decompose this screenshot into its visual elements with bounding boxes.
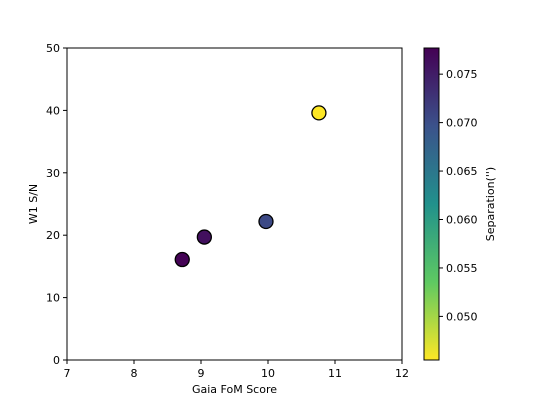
colorbar-tick-label: 0.075 — [446, 68, 478, 81]
colorbar-tick-label: 0.060 — [446, 214, 478, 227]
colorbar-tick-label: 0.065 — [446, 165, 478, 178]
x-tick-label: 12 — [395, 367, 409, 380]
x-axis-ticks: 7 8 9 10 11 12 — [64, 360, 410, 380]
y-tick-label: 20 — [46, 229, 60, 242]
x-tick-label: 10 — [261, 367, 275, 380]
y-tick-label: 40 — [46, 104, 60, 117]
y-tick-label: 50 — [46, 42, 60, 55]
data-point — [175, 253, 189, 267]
data-point — [197, 230, 211, 244]
y-tick-label: 30 — [46, 167, 60, 180]
colorbar-tick-label: 0.055 — [446, 262, 478, 275]
y-tick-label: 0 — [53, 354, 60, 367]
y-axis-label: W1 S/N — [27, 184, 40, 224]
colorbar-tick-label: 0.050 — [446, 310, 478, 323]
x-tick-label: 9 — [198, 367, 205, 380]
x-tick-label: 7 — [64, 367, 71, 380]
y-axis-ticks: 0 10 20 30 40 50 — [46, 42, 67, 367]
x-tick-label: 11 — [328, 367, 342, 380]
data-points — [175, 106, 326, 267]
colorbar-label: Separation('') — [484, 167, 497, 241]
x-tick-label: 8 — [131, 367, 138, 380]
x-axis-label: Gaia FoM Score — [192, 383, 277, 396]
y-tick-label: 10 — [46, 292, 60, 305]
colorbar — [424, 48, 439, 360]
data-point — [312, 106, 326, 120]
data-point — [259, 214, 273, 228]
colorbar-tick-label: 0.070 — [446, 117, 478, 130]
plot-area-frame — [67, 48, 402, 360]
colorbar-ticks: 0.050 0.055 0.060 0.065 0.070 0.075 — [439, 68, 478, 323]
